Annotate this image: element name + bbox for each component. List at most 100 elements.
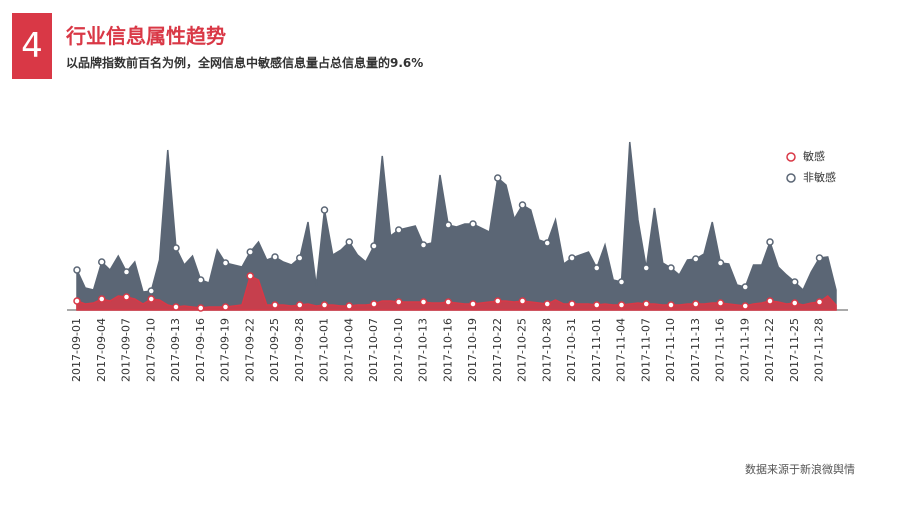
point (395, 226, 403, 234)
point (494, 174, 502, 182)
point (642, 264, 650, 272)
point (345, 302, 353, 310)
section-number: 4 (12, 13, 52, 79)
point (766, 297, 774, 305)
point (370, 300, 378, 308)
point (741, 283, 749, 291)
point (593, 264, 601, 272)
x-tick-label: 2017-11-13 (689, 318, 702, 382)
point (271, 301, 279, 309)
point (320, 206, 329, 214)
point (518, 297, 527, 305)
point (741, 302, 749, 310)
title: 行业信息属性趋势 (66, 24, 226, 48)
point (122, 268, 131, 276)
point (543, 239, 551, 247)
source: 数据来源于新浪微舆情 (745, 463, 855, 476)
point (568, 254, 576, 262)
point (692, 255, 700, 263)
legend-marker (786, 152, 796, 162)
point (98, 258, 106, 266)
area (76, 141, 837, 311)
point (766, 238, 774, 246)
point (667, 264, 675, 272)
x-tick-label: 2017-11-28 (813, 318, 826, 382)
area (76, 274, 837, 311)
point (345, 238, 353, 246)
point (296, 254, 304, 262)
x-tick-label: 2017-11-22 (763, 318, 776, 382)
x-tick-label: 2017-09-22 (243, 318, 256, 382)
point (617, 301, 626, 309)
point (716, 259, 725, 267)
x-tick-label: 2017-09-07 (120, 318, 133, 382)
point (221, 303, 230, 311)
point (246, 272, 254, 280)
x-tick-label: 2017-09-13 (169, 318, 182, 382)
x-tick-label: 2017-09-19 (219, 318, 232, 382)
point (469, 220, 477, 228)
point (543, 300, 551, 308)
point (716, 299, 725, 307)
x-tick-label: 2017-11-07 (639, 318, 652, 382)
x-tick-label: 2017-10-19 (466, 318, 479, 382)
x-tick-label: 2017-10-31 (565, 318, 578, 382)
x-tick-label: 2017-10-07 (367, 318, 380, 382)
x-tick-label: 2017-11-19 (738, 318, 751, 382)
x-tick-label: 2017-10-22 (491, 318, 504, 382)
point (147, 295, 155, 303)
point (122, 293, 131, 301)
point (221, 259, 230, 267)
point (791, 278, 799, 286)
x-tick-label: 2017-09-16 (194, 318, 207, 382)
point (617, 278, 626, 286)
x-tick-label: 2017-09-01 (70, 318, 83, 382)
point (593, 301, 601, 309)
x-tick-label: 2017-11-10 (664, 318, 677, 382)
point (98, 295, 106, 303)
x-tick-label: 2017-10-04 (342, 318, 355, 382)
point (444, 221, 452, 229)
point (815, 298, 824, 306)
point (296, 301, 304, 309)
point (73, 297, 81, 305)
point (271, 253, 279, 261)
x-tick-label: 2017-11-25 (788, 318, 801, 382)
point (370, 242, 378, 250)
point (172, 244, 180, 252)
point (642, 300, 650, 308)
x-tick-label: 2017-11-04 (615, 318, 628, 382)
point (197, 304, 205, 312)
point (73, 266, 81, 274)
x-tick-label: 2017-10-28 (540, 318, 553, 382)
x-tick-label: 2017-10-01 (318, 318, 331, 382)
point (568, 300, 576, 308)
point (172, 303, 180, 311)
x-tick-label: 2017-11-16 (714, 318, 727, 382)
point (444, 298, 452, 306)
x-tick-label: 2017-10-10 (392, 318, 405, 382)
point (815, 254, 824, 262)
point (667, 301, 675, 309)
point (419, 298, 428, 306)
x-tick-label: 2017-10-25 (516, 318, 529, 382)
legend-label: 非敏感 (803, 170, 836, 184)
point (791, 299, 799, 307)
x-tick-label: 2017-09-25 (268, 318, 281, 382)
point (395, 298, 403, 306)
point (494, 297, 502, 305)
x-tick-label: 2017-11-01 (590, 318, 603, 382)
point (692, 300, 700, 308)
x-tick-label: 2017-09-04 (95, 318, 108, 382)
x-tick-label: 2017-09-28 (293, 318, 306, 382)
legend-marker (786, 173, 796, 183)
x-tick-label: 2017-09-10 (144, 318, 157, 382)
x-tick-label: 2017-10-13 (417, 318, 430, 382)
point (246, 248, 254, 256)
legend-label: 敏感 (803, 149, 825, 163)
point (419, 241, 428, 249)
point (320, 301, 329, 309)
subtitle: 以品牌指数前百名为例，全网信息中敏感信息量占总信息量的9.6% (66, 56, 424, 70)
